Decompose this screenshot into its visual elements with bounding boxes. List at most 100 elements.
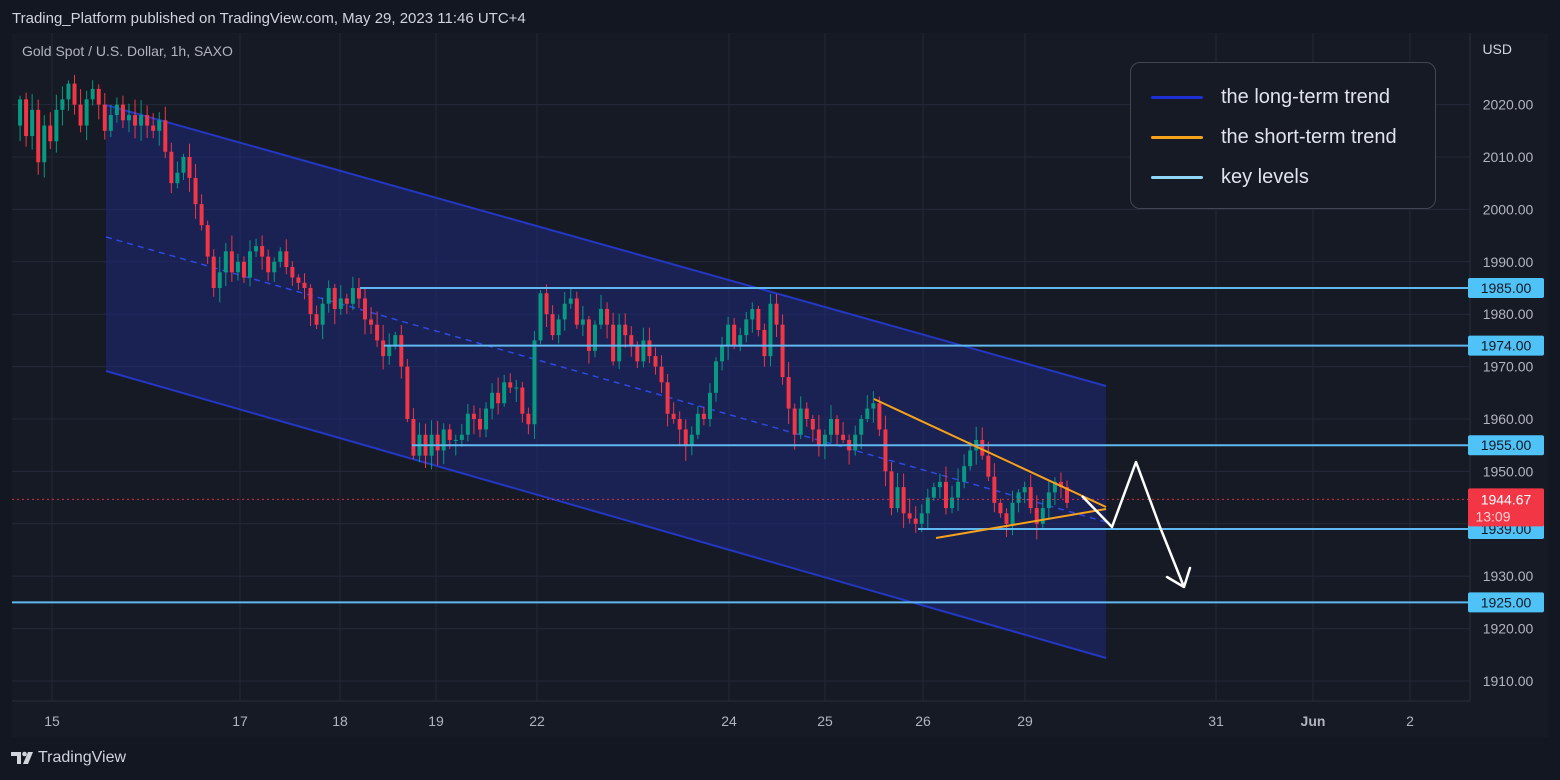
candle-down (133, 115, 138, 126)
candle-up (326, 288, 331, 304)
candle-down (653, 356, 658, 367)
candle-up (338, 298, 343, 309)
x-tick-label: 31 (1208, 713, 1224, 729)
candle-up (272, 261, 277, 273)
candle-down (405, 366, 410, 419)
legend-swatch-key-levels (1151, 175, 1203, 179)
candle-up (350, 288, 355, 304)
candle-down (992, 476, 997, 503)
candle-up (726, 324, 731, 346)
symbol-info[interactable]: Gold Spot / U.S. Dollar, 1h, SAXO (22, 43, 233, 59)
x-tick-label: 2 (1406, 713, 1414, 729)
candle-up (108, 115, 113, 131)
candle-up (931, 487, 936, 498)
key-level-price-text: 1974.00 (1481, 338, 1532, 354)
channel-mid-line (105, 236, 1107, 523)
candle-up (248, 251, 253, 278)
key-level-price-text: 1985.00 (1481, 280, 1532, 296)
candle-down (435, 434, 440, 451)
candle-down (72, 83, 77, 105)
candle-down (1028, 487, 1033, 509)
candle-up (181, 157, 186, 173)
legend-item-short-term: the short-term trend (1151, 125, 1397, 149)
candle-down (187, 157, 192, 178)
candle-down (496, 392, 501, 404)
candle-up (950, 497, 955, 509)
candle-up (859, 419, 864, 435)
key-level-price-text: 1925.00 (1481, 594, 1532, 610)
y-tick-label: 2010.00 (1483, 149, 1534, 165)
candle-up (126, 115, 131, 121)
legend-box: the long-term trend the short-term trend… (1130, 62, 1436, 209)
candle-down (314, 314, 319, 325)
published-attribution: Trading_Platform published on TradingVie… (12, 10, 526, 27)
candle-up (175, 172, 180, 184)
x-tick-label: 24 (721, 713, 737, 729)
current-price-countdown: 13:09 (1475, 508, 1510, 524)
candle-down (810, 419, 815, 430)
candle-up (562, 303, 567, 320)
candle-up (157, 120, 162, 131)
y-tick-label: 1970.00 (1483, 359, 1534, 375)
candle-down (756, 308, 761, 330)
grid (12, 33, 1470, 701)
x-tick-label: 15 (44, 713, 60, 729)
candle-up (18, 99, 23, 126)
candle-down (574, 298, 579, 325)
candle-down (48, 125, 53, 142)
y-tick-label: 1980.00 (1483, 306, 1534, 322)
key-level-price-tag (1468, 592, 1544, 613)
candle-down (792, 408, 797, 435)
legend-item-key-levels: key levels (1151, 165, 1309, 189)
candle-up (278, 251, 283, 262)
candle-up (484, 408, 489, 430)
x-tick-label: 29 (1017, 713, 1033, 729)
currency-label: USD (1482, 41, 1512, 57)
x-tick-label: 22 (529, 713, 545, 729)
candle-down (229, 251, 234, 273)
candle-down (816, 429, 821, 446)
footer: TradingView (10, 748, 126, 768)
candle-down (266, 256, 271, 273)
candle-down (841, 434, 846, 440)
y-tick-label: 1960.00 (1483, 411, 1534, 427)
legend-label: the short-term trend (1221, 125, 1397, 148)
candle-down (260, 246, 265, 257)
y-tick-label: 1950.00 (1483, 463, 1534, 479)
candle-up (320, 303, 325, 325)
candle-up (514, 387, 519, 389)
candle-down (671, 413, 676, 419)
candle-up (956, 481, 961, 498)
candle-up (744, 319, 749, 336)
candle-up (798, 408, 803, 435)
candle-down (701, 413, 706, 419)
legend-swatch-short-term (1151, 135, 1203, 139)
candle-down (550, 314, 555, 336)
candle-down (145, 115, 150, 126)
candle-up (84, 99, 89, 126)
candle-up (235, 261, 240, 273)
projection-path (1081, 460, 1186, 588)
candle-down (151, 125, 156, 131)
candle-up (707, 392, 712, 419)
key-level-price-tag (1468, 435, 1544, 456)
drawings-back (105, 104, 1107, 659)
candle-up (962, 466, 967, 482)
chart-panel[interactable]: 1910.001920.001930.001940.001950.001960.… (12, 33, 1548, 737)
candle-down (1065, 487, 1069, 503)
candle-up (1052, 481, 1057, 493)
candle-down (901, 487, 906, 514)
candle-down (943, 481, 948, 509)
candle-up (223, 251, 228, 273)
candle-down (284, 251, 289, 268)
candle-up (139, 115, 144, 126)
candle-up (556, 319, 561, 336)
candle-up (714, 361, 718, 393)
y-tick-label: 1920.00 (1483, 621, 1534, 637)
price-chart[interactable]: 1910.001920.001930.001940.001950.001960.… (12, 33, 1548, 737)
candle-down (986, 455, 991, 477)
candle-down (211, 256, 216, 288)
triangle-lower-line (935, 508, 1107, 539)
candle-down (623, 324, 628, 336)
key-level-price-tag (1468, 278, 1544, 298)
